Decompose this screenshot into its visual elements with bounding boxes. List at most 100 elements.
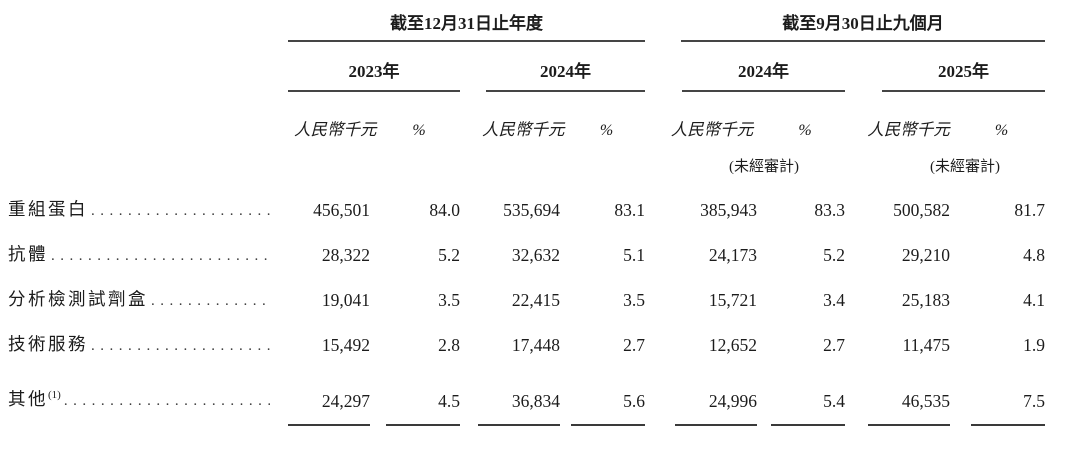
unaudited-note: (未經審計) [930, 159, 1000, 175]
cell-value: 46,535 [845, 360, 950, 426]
cell-value: 19,041 [321, 290, 370, 310]
col-year-2024-9m: 2024年 [645, 42, 845, 92]
cell-value: 84.0 [429, 200, 460, 220]
total-cell: 543,653 [272, 426, 370, 459]
cell-value: 4.1 [1023, 290, 1045, 310]
col-group-nine-months-title: 截至9月30日止九個月 [681, 9, 1045, 42]
col-year-2025-9m: 2025年 [845, 42, 1045, 92]
row-label: 技術服務 [8, 334, 88, 354]
cell-value: 36,834 [460, 360, 560, 426]
total-cell: 645,023 [460, 426, 560, 459]
cell-value: 5.4 [757, 360, 845, 426]
cell-underlined: 46,535 [868, 391, 950, 426]
col-year-2023: 2023年 [272, 42, 460, 92]
cell-underlined: 24,996 [675, 391, 757, 426]
cell-value: 5.2 [823, 245, 845, 265]
cell-value: 11,475 [902, 335, 950, 355]
spacer-cell [8, 8, 272, 42]
year-header-row: 2023年 2024年 2024年 2025年 [8, 42, 1045, 92]
col-group-nine-months: 截至9月30日止九個月 [645, 8, 1045, 42]
cell-value: 22,415 [511, 290, 560, 310]
dot-leader [51, 248, 270, 265]
year-label: 2024年 [682, 57, 845, 92]
dot-leader [91, 338, 270, 355]
row-label: 重組蛋白 [8, 199, 88, 219]
cell-value: 5.1 [623, 245, 645, 265]
row-label-cell: 分析檢測試劑盒 [8, 270, 272, 315]
period-group-row: 截至12月31日止年度 截至9月30日止九個月 [8, 8, 1045, 42]
row-label: 抗體 [8, 244, 48, 264]
cell-value: 17,448 [511, 335, 560, 355]
col-header-rmb: 人民幣千元 [670, 120, 754, 139]
col-header-rmb: 人民幣千元 [294, 120, 377, 139]
col-header-pct: % [599, 122, 614, 139]
cell-value: 83.1 [614, 200, 645, 220]
cell-value: 4.5 [370, 360, 460, 426]
cell-value: 535,694 [503, 200, 560, 220]
cell-value: 12,652 [708, 335, 757, 355]
row-label: 其他 [8, 389, 48, 409]
row-label-cell: 抗體 [8, 225, 272, 270]
col-group-fiscal-year-title: 截至12月31日止年度 [288, 9, 645, 42]
cell-value: 385,943 [700, 200, 757, 220]
cell-value: 15,492 [321, 335, 370, 355]
financial-table: 截至12月31日止年度 截至9月30日止九個月 2023年 2024年 2024… [8, 8, 1045, 459]
cell-value: 25,183 [901, 290, 950, 310]
col-year-2024: 2024年 [460, 42, 645, 92]
cell-value: 1.9 [1023, 335, 1045, 355]
cell-value: 83.3 [814, 200, 845, 220]
cell-value: 29,210 [901, 245, 950, 265]
row-label-cell: 其他(1) [8, 360, 272, 426]
table-row-recombinant-protein: 重組蛋白 456,501 84.0 535,694 83.1 385,943 8… [8, 180, 1045, 225]
unaudited-note: (未經審計) [729, 159, 799, 175]
cell-underlined: 5.6 [571, 391, 645, 426]
table-row-total: 總計 543,653 100.0 645,023 100.0 463,485 1… [8, 426, 1045, 459]
col-header-rmb: 人民幣千元 [867, 120, 950, 139]
spacer-cell [8, 92, 272, 142]
cell-underlined: 5.4 [771, 391, 845, 426]
table-row-technical-services: 技術服務 15,492 2.8 17,448 2.7 12,652 2.7 11… [8, 315, 1045, 360]
total-cell: 100.0 [370, 426, 460, 459]
row-label-cell: 技術服務 [8, 315, 272, 360]
cell-value: 456,501 [313, 200, 370, 220]
col-group-fiscal-year: 截至12月31日止年度 [272, 8, 645, 42]
year-label: 2025年 [882, 57, 1045, 92]
cell-value: 24,173 [708, 245, 757, 265]
dot-leader [91, 203, 270, 220]
total-cell: 612,985 [845, 426, 950, 459]
dot-leader [64, 393, 270, 410]
table-row-test-kits: 分析檢測試劑盒 19,041 3.5 22,415 3.5 15,721 3.4… [8, 270, 1045, 315]
year-label: 2024年 [486, 57, 645, 92]
row-label: 分析檢測試劑盒 [8, 289, 148, 309]
cell-underlined: 7.5 [971, 391, 1045, 426]
cell-value: 3.4 [823, 290, 845, 310]
row-label-cell: 總計 [8, 426, 272, 459]
table-row-antibody: 抗體 28,322 5.2 32,632 5.1 24,173 5.2 29,2… [8, 225, 1045, 270]
cell-value: 2.7 [623, 335, 645, 355]
cell-value: 28,322 [321, 245, 370, 265]
cell-value: 15,721 [708, 290, 757, 310]
row-label-cell: 重組蛋白 [8, 180, 272, 225]
table-row-others: 其他(1) 24,297 4.5 36,834 5.6 24,996 5.4 4… [8, 360, 1045, 426]
cell-value: 3.5 [438, 290, 460, 310]
cell-underlined: 4.5 [386, 391, 460, 426]
cell-value: 2.8 [438, 335, 460, 355]
cell-value: 81.7 [1014, 200, 1045, 220]
cell-value: 32,632 [511, 245, 560, 265]
footnote-ref: (1) [48, 389, 61, 402]
cell-value: 3.5 [623, 290, 645, 310]
year-label: 2023年 [288, 57, 460, 92]
cell-value: 7.5 [950, 360, 1045, 426]
unit-header-row: 人民幣千元 % 人民幣千元 % 人民幣千元 % 人民幣千元 % [8, 92, 1045, 142]
col-header-pct: % [412, 122, 426, 139]
total-cell: 463,485 [645, 426, 757, 459]
cell-value: 4.8 [1023, 245, 1045, 265]
spacer-cell [8, 42, 272, 92]
total-cell: 100.0 [757, 426, 845, 459]
cell-value: 5.2 [438, 245, 460, 265]
cell-value: 5.6 [560, 360, 645, 426]
spacer-cell [460, 142, 645, 180]
unaudited-note-row: (未經審計) (未經審計) [8, 142, 1045, 180]
col-header-pct: % [798, 122, 812, 139]
